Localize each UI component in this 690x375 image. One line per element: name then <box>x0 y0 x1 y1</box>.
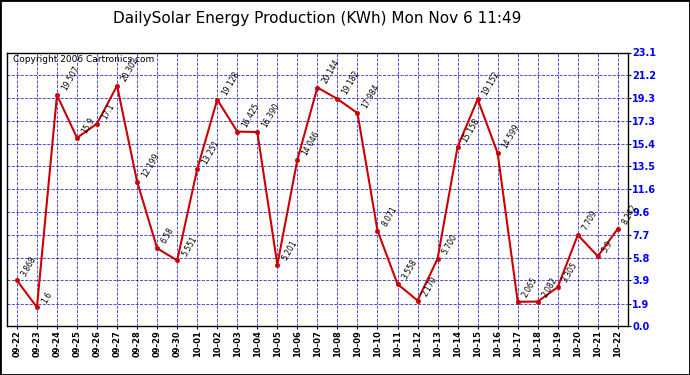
Text: Copyright 2006 Cartronics.com: Copyright 2006 Cartronics.com <box>13 55 155 64</box>
Text: 3.868: 3.868 <box>20 254 39 278</box>
Text: 5.9: 5.9 <box>600 238 615 254</box>
Text: 14.599: 14.599 <box>500 123 522 150</box>
Text: 19.128: 19.128 <box>220 69 241 97</box>
Text: 8.242: 8.242 <box>621 202 639 226</box>
Text: 5.700: 5.700 <box>440 232 459 256</box>
Text: 17.984: 17.984 <box>360 83 382 110</box>
Text: 3.558: 3.558 <box>400 258 419 281</box>
Text: 6.58: 6.58 <box>160 226 176 246</box>
Text: 13.251: 13.251 <box>200 139 221 166</box>
Text: 8.071: 8.071 <box>380 205 399 228</box>
Text: 14.046: 14.046 <box>300 129 322 157</box>
Text: 5.201: 5.201 <box>280 238 299 262</box>
Text: 16.425: 16.425 <box>240 101 261 129</box>
Text: 20.144: 20.144 <box>320 57 342 85</box>
Text: 19.182: 19.182 <box>340 69 361 96</box>
Text: 3.305: 3.305 <box>560 261 580 284</box>
Text: 17.1: 17.1 <box>100 102 116 121</box>
Text: 15.158: 15.158 <box>460 117 482 144</box>
Text: 19.152: 19.152 <box>480 69 502 96</box>
Text: 15.9: 15.9 <box>80 116 96 135</box>
Text: DailySolar Energy Production (KWh) Mon Nov 6 11:49: DailySolar Energy Production (KWh) Mon N… <box>113 11 522 26</box>
Text: 1.6: 1.6 <box>40 290 54 304</box>
Text: 16.390: 16.390 <box>260 102 282 129</box>
Text: 12.199: 12.199 <box>140 152 161 179</box>
Text: 2.065: 2.065 <box>520 276 539 299</box>
Text: 7.709: 7.709 <box>580 209 600 232</box>
Text: 5.551: 5.551 <box>180 234 199 258</box>
Text: 2.082: 2.082 <box>540 276 559 299</box>
Text: 20.302: 20.302 <box>120 56 141 83</box>
Text: 19.507: 19.507 <box>60 65 81 92</box>
Text: 2.170: 2.170 <box>420 274 439 298</box>
